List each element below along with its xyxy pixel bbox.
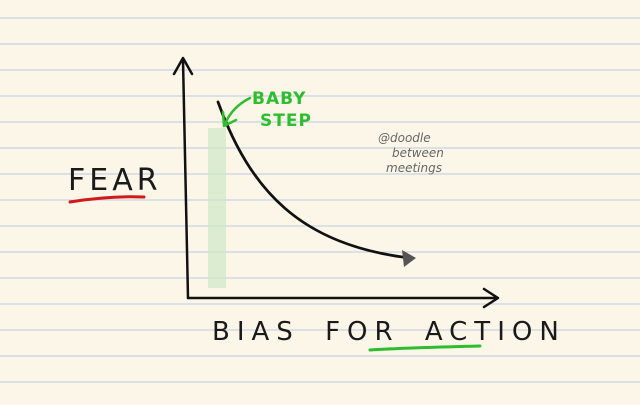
x-label-underline bbox=[368, 344, 482, 352]
y-axis-arrow bbox=[172, 56, 194, 76]
y-axis-label: FEAR bbox=[68, 163, 162, 198]
y-label-underline bbox=[68, 195, 146, 204]
annotation-line: BABY bbox=[252, 89, 306, 109]
annotation-line: STEP bbox=[260, 111, 312, 131]
curve-arrow bbox=[402, 250, 416, 267]
x-axis-label-part: BIAS bbox=[212, 317, 300, 347]
x-axis-label-emphasis: ACTION bbox=[425, 317, 566, 347]
paper-rules bbox=[0, 17, 640, 383]
x-axis-label-part: FOR bbox=[325, 317, 400, 347]
baby-step-arrowhead bbox=[221, 110, 238, 128]
credit-line: between bbox=[392, 146, 444, 160]
credit-line: @doodle bbox=[378, 131, 431, 145]
x-axis-arrow bbox=[482, 287, 500, 309]
credit-line: meetings bbox=[386, 161, 442, 175]
baby-step-arrow bbox=[223, 96, 252, 126]
fear-curve bbox=[216, 100, 412, 260]
y-axis bbox=[181, 58, 190, 300]
x-axis-label: BIAS FOR ACTION bbox=[212, 317, 566, 347]
baby-step-strip bbox=[208, 128, 226, 288]
